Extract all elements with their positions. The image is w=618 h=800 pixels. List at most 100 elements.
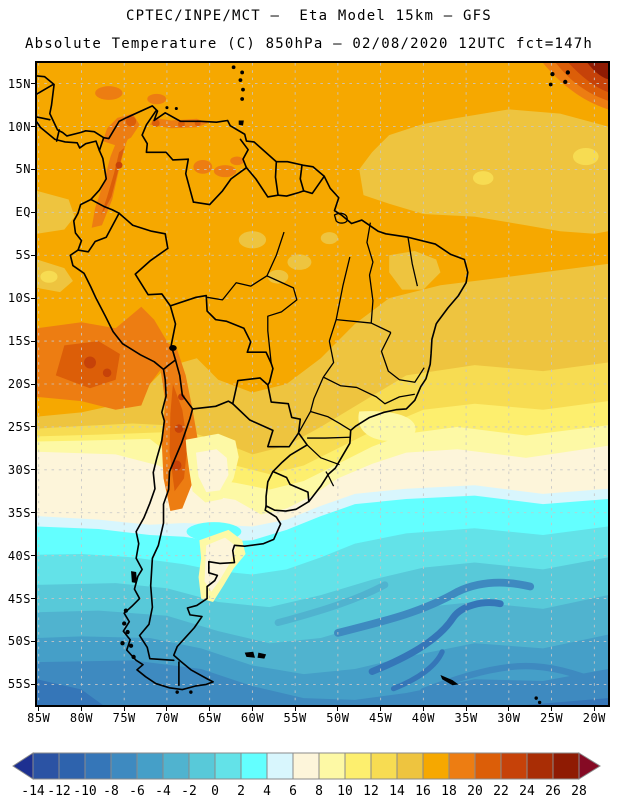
lat-label-40S: 40S	[7, 548, 31, 563]
lon-tick	[593, 707, 595, 711]
lat-tick	[31, 512, 35, 514]
colorbar-tick-label: 24	[519, 784, 535, 799]
colorbar-cell	[318, 752, 346, 780]
lon-tick	[508, 707, 510, 711]
lon-label-40W: 40W	[411, 711, 435, 725]
colorbar-tick-label: 26	[545, 784, 561, 799]
equatorial-pacific-patches	[37, 190, 75, 293]
colorbar-tick-label: -4	[155, 784, 171, 799]
lat-label-25S: 25S	[7, 419, 31, 434]
colorbar-tick-label: 2	[237, 784, 245, 799]
colorbar-tick-label: 12	[363, 784, 379, 799]
andes-hot-streak	[160, 341, 199, 512]
colorbar-tick-label: 6	[289, 784, 297, 799]
colorbar-tick-label: 10	[337, 784, 353, 799]
lat-label-5S: 5S	[15, 248, 31, 263]
page-subtitle: Absolute Temperature (C) 850hPa – 02/08/…	[24, 36, 594, 52]
central-america-pacific-coast	[37, 121, 101, 152]
colorbar-cell	[240, 752, 268, 780]
colorbar-tick-label: 8	[315, 784, 323, 799]
lat-label-20S: 20S	[7, 377, 31, 391]
lon-label-45W: 45W	[369, 711, 393, 725]
colorbar-tick-label: 4	[263, 784, 271, 799]
lon-label-60W: 60W	[240, 711, 264, 725]
lon-tick	[38, 707, 40, 711]
lat-tick	[31, 555, 35, 557]
colorbar-tick-label: 20	[467, 784, 483, 799]
colorbar-cell	[266, 752, 294, 780]
lat-label-45S: 45S	[7, 591, 31, 606]
lat-tick	[31, 211, 35, 213]
south-america-coastline	[69, 105, 469, 691]
lat-tick	[31, 683, 35, 685]
guiana-highlands-patches	[193, 156, 244, 178]
colorbar-cell	[500, 752, 528, 780]
lat-tick	[31, 469, 35, 471]
lon-label-55W: 55W	[283, 711, 307, 725]
country-borders	[37, 75, 469, 691]
lon-label-30W: 30W	[497, 711, 521, 725]
colorbar-tick-label: -2	[181, 784, 197, 799]
colorbar-cell	[32, 752, 60, 780]
colorbar-cell	[344, 752, 372, 780]
colorbar-cell	[110, 752, 138, 780]
lat-label-15S: 15S	[7, 334, 31, 349]
lon-tick	[251, 707, 253, 711]
lon-label-35W: 35W	[454, 711, 478, 725]
lon-label-65W: 65W	[198, 711, 222, 725]
lat-tick	[31, 297, 35, 299]
temperature-map	[35, 61, 610, 707]
colorbar-cell	[292, 752, 320, 780]
lon-tick	[422, 707, 424, 711]
colorbar-cell	[136, 752, 164, 780]
colombia-andes-warm-band	[91, 113, 140, 228]
colorbar-cell	[58, 752, 86, 780]
lon-label-20W: 20W	[582, 711, 606, 725]
colorbar-cell	[162, 752, 190, 780]
lat-tick	[31, 426, 35, 428]
lat-label-5N: 5N	[15, 162, 31, 177]
peru-pacific-warm-pool	[37, 306, 167, 410]
lat-tick	[31, 168, 35, 170]
temperature-colorbar: -14 -12 -10 -8 -6 -4 -2 0 2 4 6 8 10 12 14 16 18 20 22 24 26…	[12, 752, 601, 799]
colorbar-tick-label: 28	[571, 784, 587, 799]
caribbean-warm-patches	[95, 86, 167, 105]
colorbar-cell	[552, 752, 580, 780]
lon-label-50W: 50W	[326, 711, 350, 725]
colorbar-tick-label: 18	[441, 784, 457, 799]
colorbar-cell	[474, 752, 502, 780]
lon-tick	[123, 707, 125, 711]
temperature-field-svg	[37, 63, 608, 705]
venezuela-coastal-range	[149, 117, 208, 129]
lat-label-10N: 10N	[7, 119, 31, 134]
lon-tick	[337, 707, 339, 711]
lon-label-25W: 25W	[539, 711, 564, 725]
colorbar-cell	[214, 752, 242, 780]
colorbar-cell	[370, 752, 398, 780]
colorbar-tick-label: -6	[129, 784, 145, 799]
lon-label-70W: 70W	[155, 711, 179, 725]
lat-label-30S: 30S	[7, 462, 31, 477]
colorbar-tick-label: -10	[73, 784, 96, 799]
south-atlantic-swirls	[274, 578, 607, 695]
lat-tick	[31, 640, 35, 642]
central-america-caribbean-coast	[37, 75, 105, 139]
colorbar-arrow-right	[578, 752, 601, 780]
colorbar-cell	[422, 752, 450, 780]
colorbar-tick-label: 14	[389, 784, 405, 799]
lon-label-80W: 80W	[69, 711, 94, 725]
colorbar-cell	[396, 752, 424, 780]
lon-tick	[80, 707, 82, 711]
lon-tick	[465, 707, 467, 711]
lon-tick	[294, 707, 296, 711]
lat-label-15N: 15N	[7, 76, 31, 91]
lat-tick	[31, 340, 35, 342]
colorbar-cell	[188, 752, 216, 780]
islands	[120, 65, 570, 705]
colorbar-tick-label: -12	[47, 784, 70, 799]
colorbar-cell	[526, 752, 554, 780]
lat-label-55S: 55S	[7, 677, 31, 692]
lon-tick	[551, 707, 553, 711]
lat-label-50S: 50S	[7, 634, 31, 649]
